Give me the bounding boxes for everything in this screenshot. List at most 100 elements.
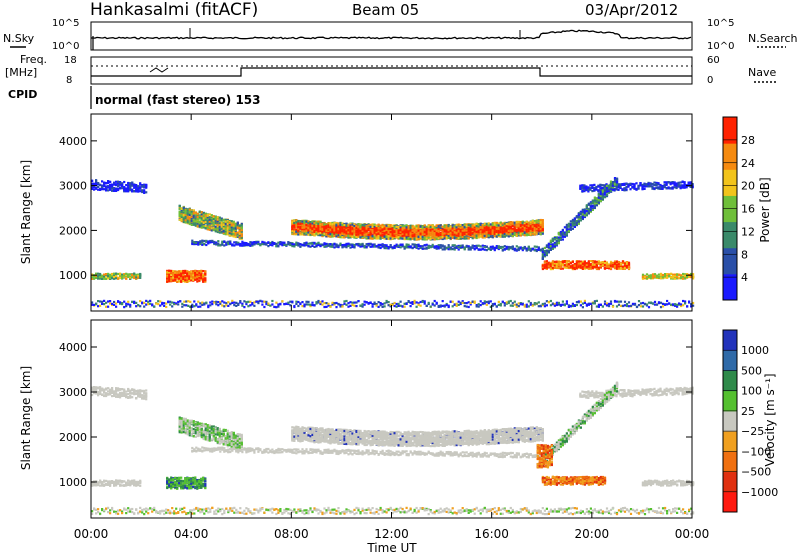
heatmap-cell — [95, 187, 98, 190]
heatmap-cell — [319, 222, 322, 225]
heatmap-cell — [351, 230, 354, 233]
heatmap-cell — [509, 221, 512, 224]
heatmap-cell — [403, 224, 406, 228]
heatmap-cell — [463, 232, 466, 236]
heatmap-cell — [95, 182, 98, 185]
heatmap-cell — [143, 184, 146, 187]
heatmap-cell — [184, 215, 187, 218]
heatmap-cell — [204, 222, 207, 225]
heatmap-cell — [186, 215, 189, 218]
heatmap-cell — [425, 237, 428, 240]
heatmap-cell — [301, 224, 304, 227]
heatmap-cell — [218, 231, 221, 234]
heatmap-cell — [303, 224, 306, 227]
heatmap-cell — [335, 226, 338, 229]
heatmap-cell — [115, 187, 118, 190]
heatmap-cell — [445, 229, 448, 232]
heatmap-cell — [141, 185, 144, 188]
heatmap-cell — [208, 228, 211, 231]
heatmap-cell — [409, 227, 412, 230]
heatmap-cell — [499, 226, 502, 229]
cpid-panel: normal (fast stereo) 153 — [90, 86, 261, 109]
heatmap-cell — [319, 225, 322, 228]
heatmap-cell — [190, 215, 193, 218]
heatmap-cell — [317, 232, 320, 235]
heatmap-cell — [499, 230, 502, 233]
heatmap-cell — [355, 226, 358, 229]
heatmap-cell — [593, 186, 596, 189]
heatmap-cell — [533, 221, 536, 224]
heatmap-cell — [125, 184, 128, 187]
heatmap-cell — [371, 236, 374, 239]
heatmap-cell — [443, 225, 446, 228]
heatmap-cell — [475, 225, 478, 228]
heatmap-cell — [307, 231, 310, 234]
heatmap-cell — [109, 186, 112, 189]
heatmap-cell — [335, 221, 338, 225]
heatmap-cell — [425, 225, 428, 228]
heatmap-cell — [371, 223, 374, 226]
heatmap-cell — [141, 190, 144, 193]
heatmap-cell — [449, 234, 452, 237]
heatmap-cell — [371, 230, 374, 234]
heatmap-cell — [439, 224, 442, 227]
heatmap-cell — [387, 231, 390, 234]
heatmap-cell — [489, 230, 492, 233]
heatmap-cell — [479, 234, 482, 237]
heatmap-cell — [341, 226, 344, 230]
heatmap-cell — [403, 233, 406, 236]
heatmap-cell — [513, 221, 516, 224]
heatmap-cell — [206, 218, 209, 221]
heatmap-cell — [121, 187, 124, 190]
heatmap-cell — [233, 244, 236, 247]
heatmap-cell — [355, 225, 358, 228]
heatmap-cell — [317, 220, 320, 223]
heatmap-cell — [240, 233, 243, 236]
heatmap-cell — [279, 241, 282, 244]
freq-tick-top: 18 — [64, 55, 77, 66]
heatmap-cell — [593, 183, 596, 186]
heatmap-cell — [145, 183, 148, 187]
heatmap-cell — [211, 239, 214, 242]
heatmap-cell — [327, 226, 330, 229]
heatmap-cell — [389, 233, 392, 236]
heatmap-cell — [194, 222, 197, 225]
heatmap-cell — [295, 219, 298, 222]
heatmap-cell — [321, 223, 324, 227]
heatmap-cell — [210, 221, 213, 224]
heatmap-cell — [393, 231, 396, 234]
heatmap-cell — [341, 229, 344, 232]
heatmap-cell — [192, 209, 195, 212]
heatmap-cell — [339, 227, 342, 230]
heatmap-cell — [541, 232, 544, 235]
heatmap-cell — [347, 234, 350, 237]
heatmap-cell — [503, 222, 506, 225]
heatmap-cell — [295, 242, 298, 245]
heatmap-cell — [365, 237, 368, 240]
frequency-panel: Freq. [MHz] 18 8 60 0 Nave — [5, 53, 776, 86]
heatmap-cell — [188, 222, 191, 226]
heatmap-cell — [349, 227, 352, 230]
heatmap-cell — [357, 223, 360, 226]
heatmap-cell — [220, 224, 223, 227]
heatmap-cell — [517, 222, 520, 225]
heatmap-cell — [417, 247, 420, 250]
heatmap-cell — [415, 227, 418, 230]
heatmap-cell — [393, 237, 396, 240]
heatmap-cell — [415, 245, 418, 248]
heatmap-cell — [303, 242, 306, 245]
heatmap-cell — [409, 224, 412, 227]
heatmap-cell — [139, 190, 142, 193]
heatmap-cell — [208, 222, 211, 225]
heatmap-cell — [210, 228, 213, 231]
heatmap-cell — [481, 236, 484, 239]
heatmap-cell — [383, 235, 386, 238]
heatmap-cell — [383, 247, 386, 250]
heatmap-cell — [487, 222, 490, 225]
heatmap-cell — [97, 182, 100, 185]
heatmap-cell — [281, 241, 284, 244]
heatmap-cell — [655, 184, 658, 187]
heatmap-cell — [451, 231, 454, 234]
heatmap-cell — [541, 220, 544, 223]
heatmap-cell — [523, 229, 526, 232]
